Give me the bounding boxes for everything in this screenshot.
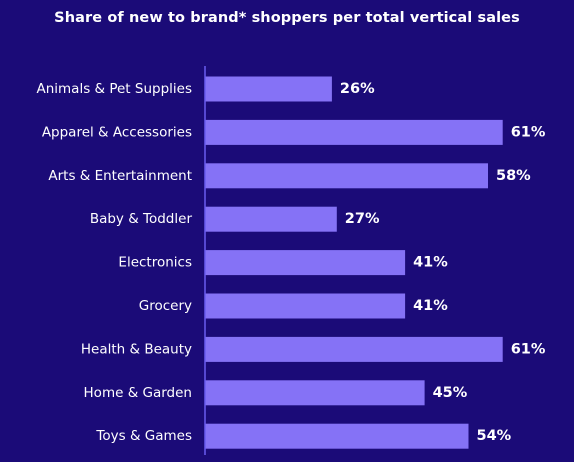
data-label: 41% (413, 298, 448, 314)
bar (205, 423, 469, 449)
data-label: 54% (477, 428, 512, 444)
bar (205, 163, 488, 189)
category-label: Electronics (118, 255, 192, 271)
bar (205, 380, 425, 406)
data-label: 58% (496, 168, 531, 184)
bar (205, 119, 503, 145)
bar (205, 250, 406, 276)
category-label: Animals & Pet Supplies (36, 81, 192, 97)
category-label: Baby & Toddler (90, 211, 193, 227)
bar (205, 336, 503, 362)
category-label: Toys & Games (95, 428, 192, 444)
category-label: Home & Garden (84, 385, 192, 401)
category-label: Arts & Entertainment (48, 168, 192, 184)
data-label: 61% (511, 124, 546, 140)
category-label: Grocery (139, 298, 192, 314)
data-label: 26% (340, 81, 375, 97)
data-label: 45% (433, 385, 468, 401)
data-label: 61% (511, 341, 546, 357)
data-label: 27% (345, 211, 380, 227)
bar (205, 76, 332, 102)
bar (205, 293, 406, 319)
category-label: Apparel & Accessories (42, 124, 192, 140)
chart-title: Share of new to brand* shoppers per tota… (54, 10, 520, 26)
category-label: Health & Beauty (81, 341, 192, 357)
bar (205, 206, 337, 232)
data-label: 41% (413, 255, 448, 271)
